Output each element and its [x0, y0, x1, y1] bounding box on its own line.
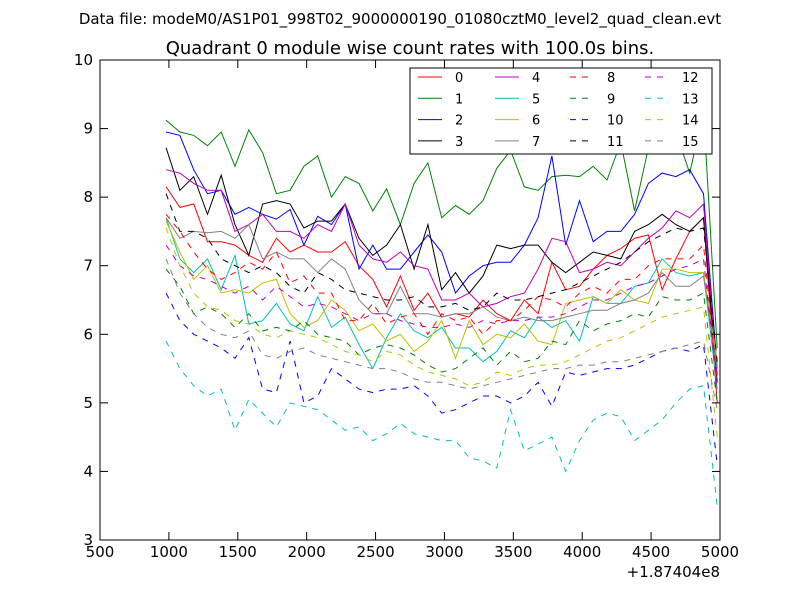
series-line-1 [165, 111, 718, 349]
legend-label-7: 7 [532, 135, 540, 150]
series-line-7 [165, 217, 718, 369]
series-line-14 [165, 227, 718, 438]
series-line-13 [165, 340, 718, 506]
y-tick-label: 6 [83, 325, 93, 343]
legend-label-1: 1 [455, 92, 463, 107]
series-line-3 [165, 147, 718, 383]
legend-label-2: 2 [455, 114, 463, 129]
series-line-2 [165, 131, 718, 369]
suptitle: Data file: modeM0/AS1P01_998T02_90000001… [79, 10, 721, 29]
series-line-9 [165, 268, 718, 403]
y-tick-label: 8 [83, 188, 93, 206]
x-tick-label: 1000 [150, 543, 188, 561]
ticks-layer: 500 1000 1500 2000 2500 3000 3500 4000 4500 5000 3… [74, 51, 739, 561]
y-tick-label: 4 [83, 462, 93, 480]
legend-label-3: 3 [455, 135, 463, 150]
legend-box [409, 67, 713, 155]
y-tick-label: 9 [83, 120, 93, 138]
x-tick-label: 500 [86, 543, 115, 561]
y-tick-label: 7 [83, 257, 93, 275]
y-tick-label: 3 [83, 531, 93, 549]
legend-label-9: 9 [607, 92, 615, 107]
x-tick-label: 1500 [219, 543, 257, 561]
series-line-8 [165, 213, 718, 383]
legend-label-12: 12 [682, 71, 699, 86]
legend-label-4: 4 [532, 71, 540, 86]
x-tick-label: 3000 [425, 543, 463, 561]
y-tick-label: 5 [83, 394, 93, 412]
series-line-15 [165, 258, 718, 410]
legend-label-6: 6 [532, 114, 540, 129]
legend-label-0: 0 [455, 71, 463, 86]
axes-frame [99, 59, 721, 541]
legend-label-13: 13 [682, 92, 699, 107]
x-tick-label: 4500 [632, 543, 670, 561]
series-layer [165, 111, 718, 506]
chart-title: Quadrant 0 module wise count rates with … [166, 38, 655, 59]
x-tick-label: 3500 [494, 543, 532, 561]
x-offset-label: +1.87404e8 [627, 563, 720, 581]
series-line-6 [165, 220, 718, 362]
series-line-0 [165, 186, 718, 403]
x-tick-label: 2500 [356, 543, 394, 561]
legend-label-8: 8 [607, 71, 615, 86]
legend-label-11: 11 [607, 135, 624, 150]
legend-label-10: 10 [607, 114, 624, 129]
x-tick-label: 4000 [563, 543, 601, 561]
legend-label-14: 14 [682, 114, 699, 129]
x-tick-label: 5000 [701, 543, 739, 561]
series-line-11 [165, 193, 718, 362]
series-line-10 [165, 292, 718, 465]
x-tick-label: 2000 [288, 543, 326, 561]
legend-label-5: 5 [532, 92, 540, 107]
legend-label-15: 15 [682, 135, 699, 150]
y-tick-label: 10 [74, 51, 93, 69]
series-line-4 [165, 169, 718, 376]
series-line-5 [165, 217, 718, 390]
